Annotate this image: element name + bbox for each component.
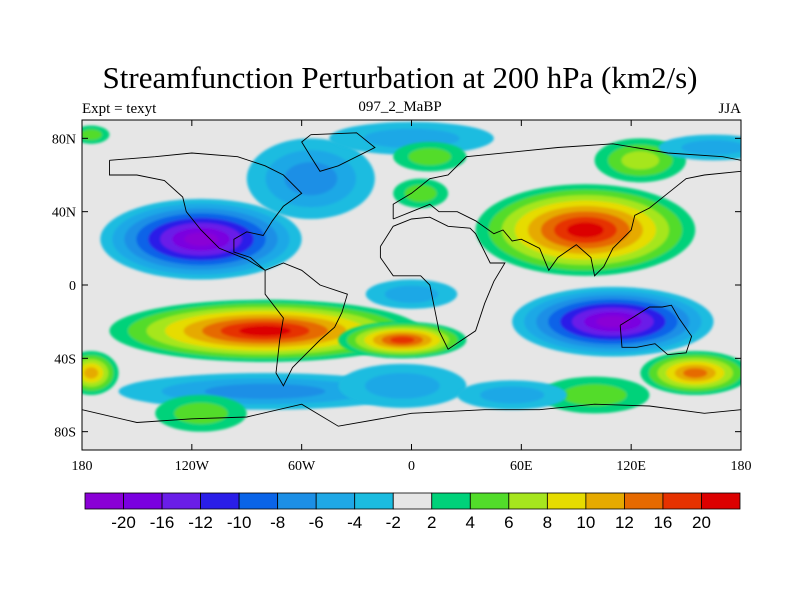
x-axis: 180 120W 60W 0 60E 120E 180: [72, 120, 752, 474]
colorbar-box: [392, 492, 433, 510]
colorbar-box: [469, 492, 510, 510]
colorbar-box: [84, 492, 124, 510]
contour-band: [621, 151, 660, 170]
season-label: JJA: [718, 101, 741, 117]
coastline-north-america: [109, 152, 303, 271]
x-tick-label: 120E: [616, 459, 646, 474]
colorbar-label: -12: [188, 513, 213, 532]
colorbar-label: 16: [653, 513, 672, 532]
colorbar-label: -16: [150, 513, 175, 532]
x-tick-label: 120W: [175, 459, 210, 474]
colorbar-box: [431, 492, 471, 510]
colorbar-box: [701, 492, 741, 510]
y-axis: 80N 40N 0 40S 80S: [52, 132, 741, 441]
colorbar-label: 2: [427, 513, 436, 532]
contour-band: [681, 140, 741, 155]
contour-band: [82, 129, 102, 141]
case-label: 097_2_MaBP: [358, 99, 442, 115]
contour-feature-4: [109, 299, 421, 363]
contour-band: [683, 368, 708, 378]
colorbar-box: [508, 492, 548, 510]
colorbar-label: 8: [543, 513, 552, 532]
y-tick-label: 40S: [54, 352, 76, 367]
contour-band: [567, 222, 604, 238]
contour-feature-0: [100, 198, 302, 280]
colorbar-label: -4: [347, 513, 362, 532]
contour-feature-14: [457, 380, 568, 410]
contour-fills: [82, 121, 741, 432]
colorbar-label: 20: [692, 513, 711, 532]
colorbar-label: 6: [504, 513, 513, 532]
colorbar-label: 4: [466, 513, 475, 532]
contour-band: [364, 373, 440, 399]
coastline-eurasia: [392, 143, 741, 277]
contour-band: [562, 384, 627, 406]
x-tick-label: 0: [408, 459, 415, 474]
contour-band: [184, 232, 218, 246]
y-tick-label: 40N: [52, 206, 76, 221]
colorbar-box: [161, 492, 201, 510]
coastlines: [82, 132, 741, 427]
colorbar-box: [354, 492, 394, 510]
colorbar-box: [200, 492, 240, 510]
coastline-greenland: [301, 132, 376, 172]
contour-band: [404, 184, 437, 202]
x-tick-label: 60W: [288, 459, 316, 474]
contour-band: [390, 336, 415, 344]
contour-feature-11: [512, 286, 714, 357]
colorbar-label: -2: [386, 513, 401, 532]
coastline-south-america: [264, 262, 348, 387]
contour-feature-19: [393, 142, 467, 172]
contour-feature-13: [539, 376, 650, 414]
colorbar-box: [585, 492, 625, 510]
contour-band: [480, 386, 545, 404]
contour-band: [204, 383, 326, 399]
x-tick-label: 60E: [510, 459, 533, 474]
y-tick-label: 0: [69, 279, 76, 294]
colorbar-label: -8: [270, 513, 285, 532]
contour-feature-7: [338, 363, 467, 408]
contour-feature-1: [246, 138, 375, 219]
contour-feature-8: [475, 184, 696, 276]
contour-feature-17: [82, 125, 110, 144]
colorbar-box: [662, 492, 702, 510]
contour-feature-5: [338, 321, 467, 359]
colorbar-box: [238, 492, 279, 510]
contour-band: [408, 148, 452, 166]
x-tick-label: 180: [731, 459, 752, 474]
contour-feature-10: [393, 178, 449, 208]
colorbar-box: [315, 492, 356, 510]
contour-feature-12: [640, 351, 741, 395]
colorbar-label: 10: [576, 513, 595, 532]
colorbar-box: [277, 492, 317, 510]
colorbar-box: [624, 492, 664, 510]
y-tick-label: 80N: [52, 132, 76, 147]
contour-band: [84, 367, 99, 379]
colorbar-box: [123, 492, 163, 510]
contour-feature-3: [365, 279, 458, 309]
colorbar-label: -20: [111, 513, 136, 532]
contour-band: [384, 285, 439, 303]
contour-feature-15: [82, 351, 119, 395]
colorbar-label: -6: [309, 513, 324, 532]
y-tick-label: 80S: [54, 426, 76, 441]
coastline-africa: [379, 216, 506, 350]
colorbar-box: [546, 492, 587, 510]
chart-title: Streamfunction Perturbation at 200 hPa (…: [102, 60, 698, 95]
coastline-australia: [619, 304, 693, 356]
x-tick-label: 180: [72, 459, 93, 474]
colorbar-label: -10: [227, 513, 252, 532]
experiment-label: Expt = texyt: [82, 101, 157, 117]
colorbar-label: 12: [615, 513, 634, 532]
coastline-antarctica: [82, 403, 741, 427]
contour-band: [239, 325, 291, 337]
